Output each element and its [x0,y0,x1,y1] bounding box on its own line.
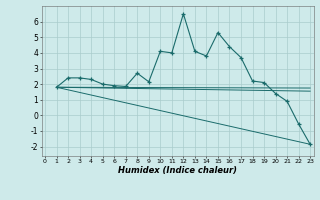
X-axis label: Humidex (Indice chaleur): Humidex (Indice chaleur) [118,166,237,175]
